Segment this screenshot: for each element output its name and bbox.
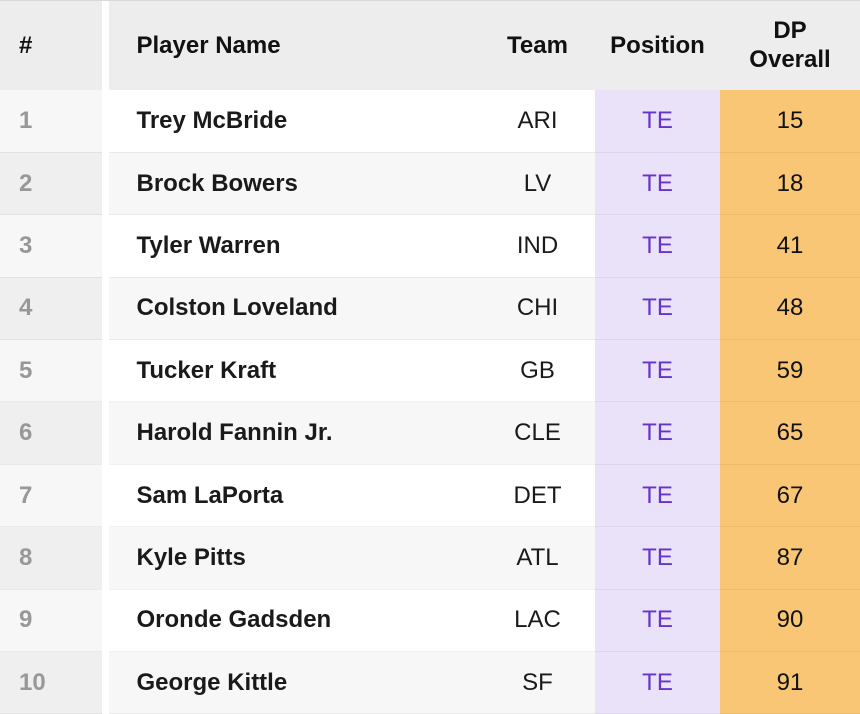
position-cell: TE — [595, 651, 720, 714]
dp-overall-cell: 59 — [720, 339, 860, 403]
dp-overall-cell: 18 — [720, 152, 860, 216]
table-row: 3 Tyler Warren IND TE 41 — [0, 214, 860, 278]
table-row: 6 Harold Fannin Jr. CLE TE 65 — [0, 401, 860, 465]
table-row: 2 Brock Bowers LV TE 18 — [0, 152, 860, 216]
header-player-name[interactable]: Player Name — [105, 1, 480, 90]
team-cell: DET — [480, 464, 595, 528]
dp-overall-cell: 90 — [720, 589, 860, 653]
rank-cell: 4 — [0, 277, 109, 341]
rank-cell: 10 — [0, 651, 109, 714]
team-cell: GB — [480, 339, 595, 403]
position-cell: TE — [595, 589, 720, 653]
dp-overall-cell: 15 — [720, 90, 860, 153]
team-cell: LAC — [480, 589, 595, 653]
position-cell: TE — [595, 526, 720, 590]
player-name-cell: Colston Loveland — [105, 277, 480, 341]
rank-cell: 6 — [0, 401, 109, 465]
position-cell: TE — [595, 401, 720, 465]
table-row: 9 Oronde Gadsden LAC TE 90 — [0, 589, 860, 653]
dp-overall-cell: 67 — [720, 464, 860, 528]
player-name-cell: Kyle Pitts — [105, 526, 480, 590]
dp-overall-cell: 91 — [720, 651, 860, 714]
rank-cell: 9 — [0, 589, 109, 653]
header-dp-overall[interactable]: DP Overall — [720, 1, 860, 90]
position-cell: TE — [595, 339, 720, 403]
position-cell: TE — [595, 464, 720, 528]
position-cell: TE — [595, 90, 720, 153]
player-name-cell: Tucker Kraft — [105, 339, 480, 403]
table-row: 7 Sam LaPorta DET TE 67 — [0, 464, 860, 528]
rank-cell: 1 — [0, 90, 109, 153]
team-cell: IND — [480, 214, 595, 278]
team-cell: ARI — [480, 90, 595, 153]
table-row: 5 Tucker Kraft GB TE 59 — [0, 339, 860, 403]
team-cell: LV — [480, 152, 595, 216]
header-row: # Player Name Team Position DP Overall — [0, 1, 860, 90]
rank-cell: 5 — [0, 339, 109, 403]
rank-cell: 7 — [0, 464, 109, 528]
table-row: 4 Colston Loveland CHI TE 48 — [0, 277, 860, 341]
dp-overall-cell: 87 — [720, 526, 860, 590]
player-name-cell: Sam LaPorta — [105, 464, 480, 528]
position-cell: TE — [595, 214, 720, 278]
position-cell: TE — [595, 277, 720, 341]
player-name-cell: Brock Bowers — [105, 152, 480, 216]
table-row: 1 Trey McBride ARI TE 15 — [0, 90, 860, 153]
player-name-cell: Trey McBride — [105, 90, 480, 153]
header-position[interactable]: Position — [595, 1, 720, 90]
table-row: 8 Kyle Pitts ATL TE 87 — [0, 526, 860, 590]
player-name-cell: Harold Fannin Jr. — [105, 401, 480, 465]
dp-overall-cell: 48 — [720, 277, 860, 341]
table-row: 10 George Kittle SF TE 91 — [0, 651, 860, 714]
position-cell: TE — [595, 152, 720, 216]
dp-overall-cell: 41 — [720, 214, 860, 278]
dp-overall-cell: 65 — [720, 401, 860, 465]
rank-cell: 8 — [0, 526, 109, 590]
player-name-cell: Tyler Warren — [105, 214, 480, 278]
team-cell: CLE — [480, 401, 595, 465]
rank-cell: 2 — [0, 152, 109, 216]
header-team[interactable]: Team — [480, 1, 595, 90]
rank-cell: 3 — [0, 214, 109, 278]
header-rank[interactable]: # — [0, 1, 109, 90]
team-cell: ATL — [480, 526, 595, 590]
player-name-cell: Oronde Gadsden — [105, 589, 480, 653]
team-cell: SF — [480, 651, 595, 714]
player-name-cell: George Kittle — [105, 651, 480, 714]
team-cell: CHI — [480, 277, 595, 341]
